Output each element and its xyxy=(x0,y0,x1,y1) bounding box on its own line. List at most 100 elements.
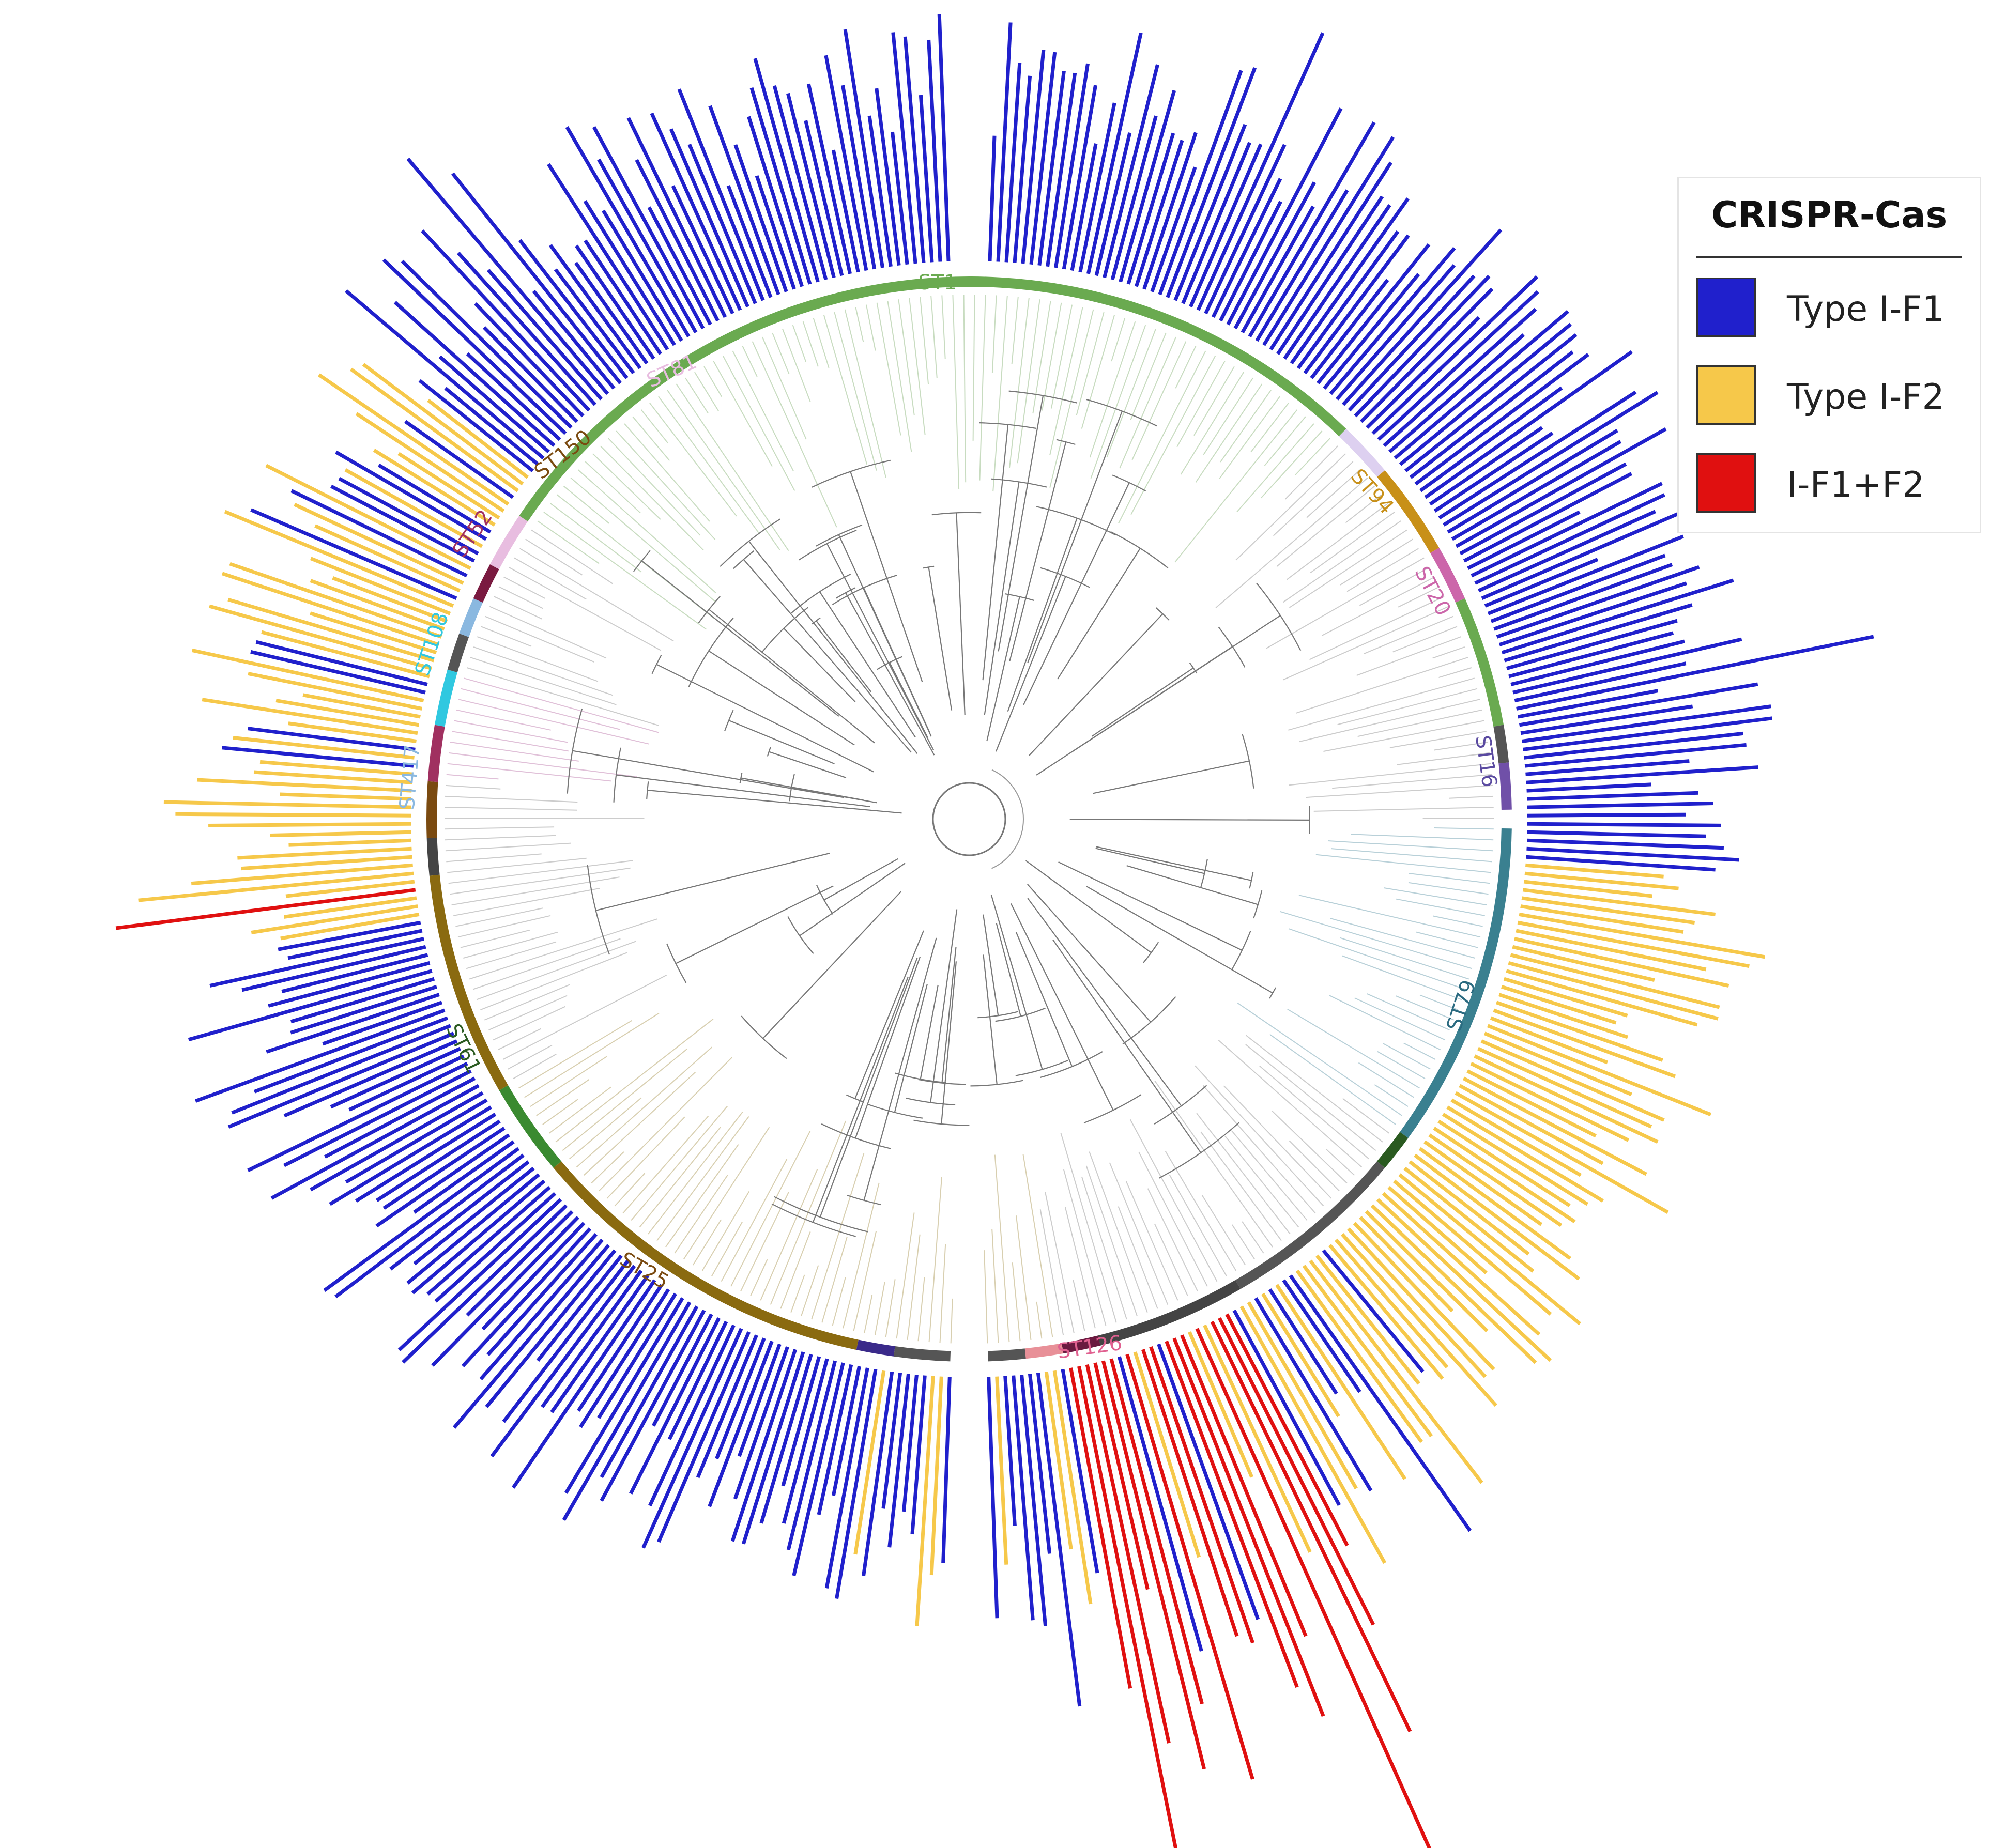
crispr-bar xyxy=(457,252,597,406)
crispr-bar xyxy=(1387,1185,1488,1274)
crispr-bar xyxy=(1021,50,1046,264)
crispr-bar xyxy=(891,32,917,264)
crispr-bar xyxy=(574,261,649,365)
tree-leaf-branch xyxy=(721,1159,788,1282)
tree-leaf-branch xyxy=(446,853,542,863)
crispr-bar xyxy=(1510,953,1720,1009)
tree-internal-branch xyxy=(941,961,957,1125)
crispr-bar xyxy=(241,855,412,871)
crispr-bar xyxy=(730,1349,798,1542)
crispr-bar xyxy=(310,1091,484,1192)
tree-leaf-branch xyxy=(445,835,556,841)
crispr-bar xyxy=(1487,534,1684,615)
tree-leaf-branch xyxy=(470,656,617,705)
crispr-bar xyxy=(1044,1372,1073,1550)
crispr-bar xyxy=(227,1031,455,1129)
crispr-bar xyxy=(1125,1353,1254,1780)
crispr-bar xyxy=(671,185,734,315)
tree-leaf-branch xyxy=(1289,529,1407,608)
crispr-bar xyxy=(163,800,411,809)
tree-leaf-branch xyxy=(445,795,578,803)
tree-leaf-branch xyxy=(472,938,621,990)
tree-leaf-branch xyxy=(518,1020,633,1089)
crispr-bar xyxy=(1398,1173,1582,1326)
tree-leaf-branch xyxy=(1175,346,1197,389)
crispr-bar xyxy=(227,597,435,663)
crispr-bar xyxy=(1404,333,1578,473)
crispr-bar xyxy=(853,1370,886,1555)
tree-leaf-branch xyxy=(542,1099,578,1125)
crispr-bar xyxy=(1466,1069,1597,1138)
crispr-bar xyxy=(1524,743,1747,768)
crispr-bar xyxy=(1498,581,1687,646)
tree-leaf-branch xyxy=(649,403,737,517)
tree-leaf-branch xyxy=(494,596,543,620)
crispr-bar xyxy=(1289,1274,1472,1532)
tree-leaf-branch xyxy=(801,1265,819,1316)
tree-node-arc xyxy=(832,575,897,605)
tree-leaf-branch xyxy=(1042,302,1062,411)
tree-leaf-branch xyxy=(1449,795,1494,799)
tree-leaf-branch xyxy=(1419,994,1458,1011)
tree-leaf-branch xyxy=(760,1168,818,1301)
tree-internal-branch xyxy=(983,954,998,1085)
crispr-bar xyxy=(1442,1113,1589,1206)
crispr-bar xyxy=(221,572,440,646)
tree-leaf-branch xyxy=(1310,512,1395,574)
tree-leaf-branch xyxy=(1408,882,1489,895)
tree-leaf-branch xyxy=(444,818,645,819)
tree-node-arc xyxy=(977,1011,1019,1019)
tree-leaf-branch xyxy=(457,915,551,938)
crispr-bar xyxy=(1126,132,1175,285)
crispr-bar xyxy=(1498,993,1629,1039)
crispr-bar xyxy=(1239,1305,1387,1564)
tree-leaf-branch xyxy=(1174,409,1298,563)
crispr-bar xyxy=(1429,426,1543,506)
crispr-bar xyxy=(1516,929,1707,972)
tree-node-arc xyxy=(1242,733,1254,789)
tree-leaf-branch xyxy=(514,557,587,600)
crispr-bar xyxy=(188,969,433,1042)
tree-leaf-branch xyxy=(1016,1215,1032,1341)
crispr-bar xyxy=(565,126,691,337)
tree-leaf-branch xyxy=(481,626,532,647)
tree-leaf-branch xyxy=(917,1277,925,1342)
tree-leaf-branch xyxy=(592,453,661,520)
tree-internal-branch xyxy=(1036,646,1233,776)
tree-leaf-branch xyxy=(950,1298,953,1344)
tree-leaf-branch xyxy=(855,306,864,343)
crispr-bar xyxy=(288,838,411,847)
tree-leaf-branch xyxy=(1193,366,1235,436)
crispr-bar xyxy=(887,1374,910,1548)
tree-node-arc xyxy=(836,587,856,599)
tree-leaf-branch xyxy=(1289,763,1491,786)
crispr-bar xyxy=(1101,1360,1206,1770)
tree-leaf-branch xyxy=(1203,377,1253,455)
crispr-bar xyxy=(1268,1288,1338,1395)
crispr-bar xyxy=(1514,661,1687,703)
tree-node-arc xyxy=(587,865,610,955)
crispr-bar xyxy=(231,1024,451,1115)
crispr-bar xyxy=(1382,1192,1541,1336)
crispr-bar xyxy=(322,1000,443,1046)
sequence-type-segment xyxy=(1377,470,1440,553)
crispr-bar xyxy=(221,746,414,768)
crispr-bar xyxy=(202,698,418,735)
crispr-bar xyxy=(733,1346,789,1500)
crispr-bar xyxy=(782,1358,829,1524)
tree-leaf-branch xyxy=(447,763,611,782)
crispr-bar xyxy=(1233,181,1317,330)
crispr-bar xyxy=(1484,558,1599,608)
crispr-bar xyxy=(1282,1279,1361,1393)
tree-internal-branch xyxy=(1126,865,1259,905)
tree-leaf-branch xyxy=(1309,596,1445,660)
crispr-bar xyxy=(332,576,448,623)
crispr-bar xyxy=(841,85,877,270)
tree-node-arc xyxy=(913,1119,970,1126)
crispr-bar xyxy=(1347,1227,1487,1378)
legend-title: CRISPR-Cas xyxy=(1711,194,1948,236)
tree-leaf-branch xyxy=(640,409,669,444)
crispr-bar xyxy=(397,1198,562,1351)
crispr-bar xyxy=(261,630,430,679)
crispr-bar xyxy=(1512,637,1742,695)
